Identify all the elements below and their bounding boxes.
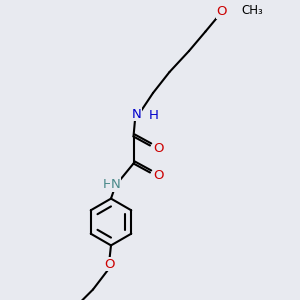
Text: N: N	[132, 107, 141, 121]
Text: O: O	[154, 142, 164, 155]
Text: N: N	[111, 178, 120, 191]
Text: O: O	[154, 169, 164, 182]
Text: CH₃: CH₃	[242, 4, 263, 17]
Text: O: O	[104, 257, 115, 271]
Text: O: O	[217, 5, 227, 19]
Text: H: H	[103, 178, 113, 191]
Text: H: H	[149, 109, 159, 122]
